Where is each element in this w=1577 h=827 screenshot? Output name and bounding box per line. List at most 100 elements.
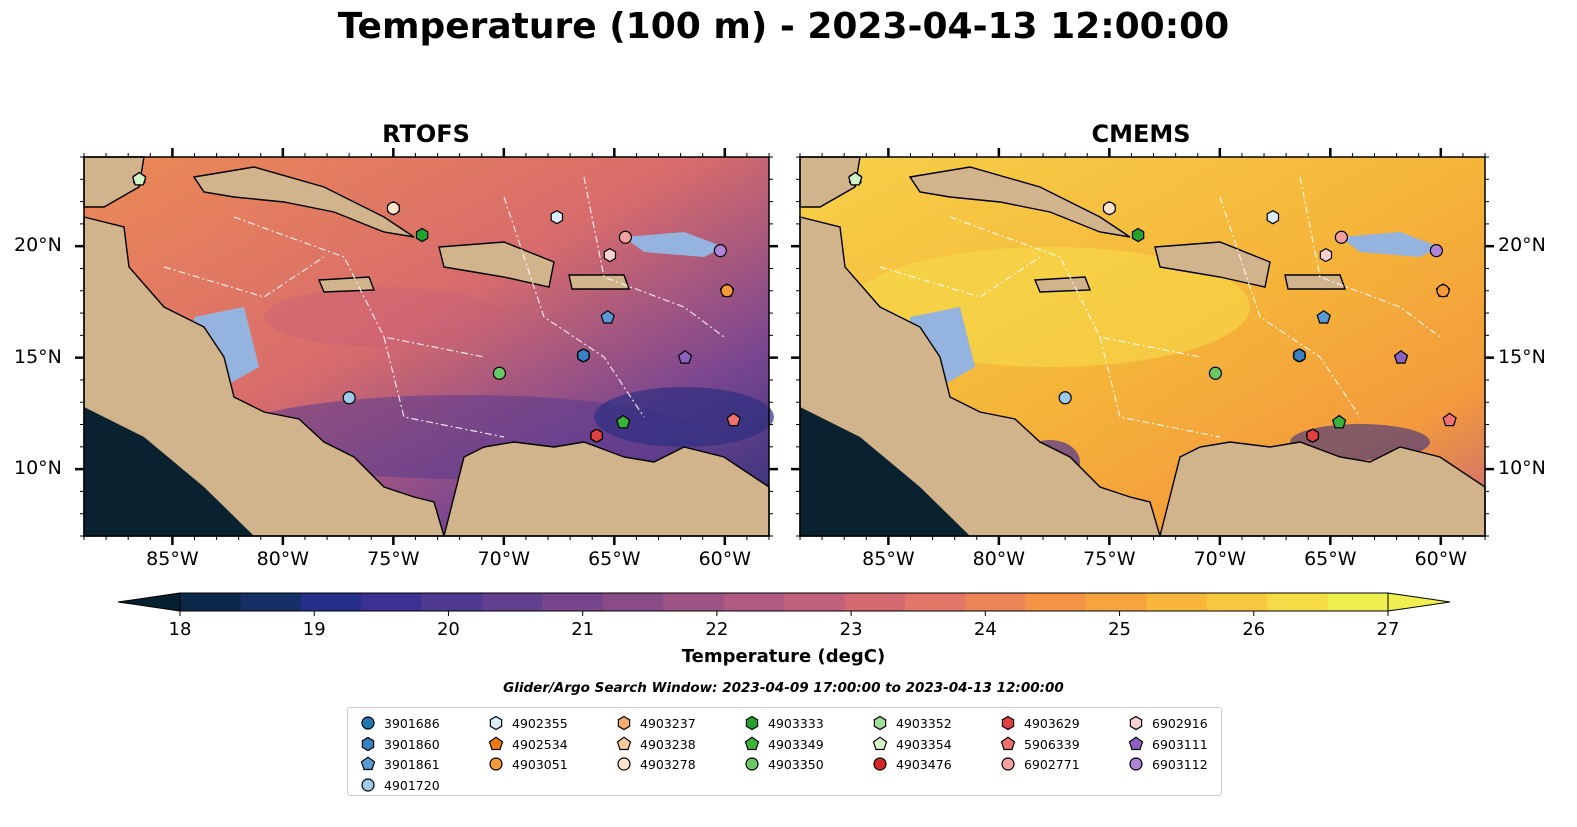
legend-marker-circle bbox=[617, 757, 631, 771]
legend-item-6902916: 6902916 bbox=[1128, 715, 1208, 731]
legend-label: 4901720 bbox=[384, 777, 440, 793]
legend-item-5906339: 5906339 bbox=[1000, 736, 1080, 752]
colorbar-segment bbox=[784, 593, 845, 611]
legend-label: 4903352 bbox=[896, 715, 952, 731]
legend-marker-pentagon bbox=[616, 736, 632, 751]
float-marker-6903112 bbox=[1429, 244, 1443, 258]
legend-marker-circle bbox=[873, 757, 887, 771]
colorbar-segment bbox=[1267, 593, 1329, 611]
legend-item-3901860: 3901860 bbox=[360, 736, 440, 752]
colorbar-tick-label: 26 bbox=[1242, 619, 1266, 640]
legend-label: 6902916 bbox=[1152, 715, 1208, 731]
legend-marker-icon bbox=[361, 778, 375, 792]
float-marker-6902916 bbox=[1319, 247, 1333, 263]
colorbar-tick-label: 25 bbox=[1108, 619, 1131, 640]
legend-label: 4903278 bbox=[640, 756, 696, 772]
pacific-deep bbox=[800, 407, 970, 536]
legend-marker-icon bbox=[873, 715, 887, 731]
legend-label: 4902534 bbox=[512, 736, 568, 752]
lat-tick-label: 15°N bbox=[14, 345, 62, 368]
float-marker-6902771 bbox=[618, 230, 632, 244]
lat-tick-label: 20°N bbox=[1498, 234, 1546, 257]
legend-marker-icon bbox=[361, 736, 375, 752]
legend-label: 6903112 bbox=[1152, 756, 1208, 772]
legend-label: 4903350 bbox=[768, 756, 824, 772]
legend-label: 4903051 bbox=[512, 756, 568, 772]
colorbar bbox=[117, 592, 1451, 616]
legend-marker-pentagon bbox=[488, 736, 504, 751]
legend-marker-pentagon bbox=[744, 736, 760, 751]
colorbar-tick-label: 18 bbox=[168, 619, 192, 640]
shelf-area bbox=[1340, 232, 1440, 257]
lon-tick-label: 60°W bbox=[698, 548, 752, 570]
colorbar-segment bbox=[1327, 593, 1389, 611]
float-marker-4903349 bbox=[615, 414, 631, 429]
lat-tick-label: 20°N bbox=[14, 234, 62, 257]
legend-item-6903111: 6903111 bbox=[1128, 736, 1208, 752]
colorbar-label: Temperature (degC) bbox=[681, 646, 886, 667]
lon-tick-label: 70°W bbox=[1193, 548, 1247, 570]
legend-label: 3901861 bbox=[384, 756, 440, 772]
legend-item-4903350: 4903350 bbox=[744, 756, 824, 772]
legend-marker-hexagon bbox=[489, 715, 503, 731]
lon-tick-label: 75°W bbox=[367, 548, 420, 570]
legend-item-3901861: 3901861 bbox=[360, 756, 440, 772]
lon-tick-label: 70°W bbox=[477, 548, 531, 570]
legend-label: 3901860 bbox=[384, 736, 440, 752]
legend-label: 4903333 bbox=[768, 715, 824, 731]
float-marker-3901861 bbox=[600, 309, 615, 324]
colorbar-tick-label: 22 bbox=[705, 619, 729, 640]
legend-marker-icon bbox=[617, 757, 631, 771]
legend-marker-icon bbox=[1001, 757, 1015, 771]
search-window-text: Glider/Argo Search Window: 2023-04-09 17… bbox=[503, 680, 1064, 696]
legend-marker-hexagon bbox=[1129, 715, 1143, 731]
lat-tick-label: 10°N bbox=[1498, 457, 1546, 480]
legend-marker-icon bbox=[616, 736, 632, 751]
float-marker-4903051 bbox=[720, 284, 734, 298]
map-panel-rtofs bbox=[83, 156, 774, 537]
colorbar-segment bbox=[904, 593, 966, 611]
legend-marker-pentagon bbox=[1128, 736, 1144, 751]
eez-boundary bbox=[949, 216, 1201, 358]
panel-title-rtofs: RTOFS bbox=[382, 120, 470, 148]
float-marker-6903111 bbox=[1393, 350, 1409, 364]
land-polygon bbox=[317, 276, 376, 293]
legend-item-4903354: 4903354 bbox=[872, 736, 952, 752]
legend-item-6903112: 6903112 bbox=[1128, 756, 1208, 772]
legend-marker-icon bbox=[617, 715, 631, 731]
float-marker-6903111 bbox=[677, 350, 693, 364]
legend-label: 4903354 bbox=[896, 736, 952, 752]
legend-marker-hexagon bbox=[873, 715, 887, 731]
colorbar-segment bbox=[482, 593, 543, 611]
legend-marker-icon bbox=[361, 716, 375, 730]
float-marker-4902355 bbox=[1266, 210, 1280, 225]
colorbar-tick-label: 24 bbox=[973, 619, 997, 640]
land-polygon bbox=[192, 166, 415, 238]
land-polygon bbox=[1284, 274, 1346, 290]
legend-marker-icon bbox=[1128, 736, 1144, 751]
eez-boundary bbox=[1099, 336, 1221, 438]
colorbar-frame bbox=[179, 592, 1389, 612]
legend-label: 4902355 bbox=[512, 715, 568, 731]
eez-boundary bbox=[879, 256, 1041, 298]
float-marker-3901861 bbox=[1316, 309, 1331, 324]
colorbar-segment bbox=[1025, 593, 1087, 611]
float-marker-4903629 bbox=[1306, 428, 1319, 443]
legend-marker-icon bbox=[745, 757, 759, 771]
legend-marker-icon bbox=[1000, 736, 1016, 751]
eez-boundary bbox=[503, 196, 645, 418]
float-marker-4901720 bbox=[1058, 391, 1072, 405]
map-panel-cmems bbox=[799, 156, 1486, 537]
legend-marker-icon bbox=[489, 757, 503, 771]
float-marker-6902916 bbox=[603, 247, 617, 263]
legend-marker-pentagon bbox=[872, 736, 888, 751]
legend-label: 4903238 bbox=[640, 736, 696, 752]
float-marker-4903350 bbox=[1208, 366, 1223, 380]
legend-item-6902771: 6902771 bbox=[1000, 756, 1080, 772]
colorbar-segment bbox=[1086, 593, 1147, 611]
legend-label: 4903629 bbox=[1024, 715, 1080, 731]
legend-item-3901686: 3901686 bbox=[360, 715, 440, 731]
land-layer bbox=[83, 156, 770, 537]
land-layer bbox=[799, 156, 1486, 537]
